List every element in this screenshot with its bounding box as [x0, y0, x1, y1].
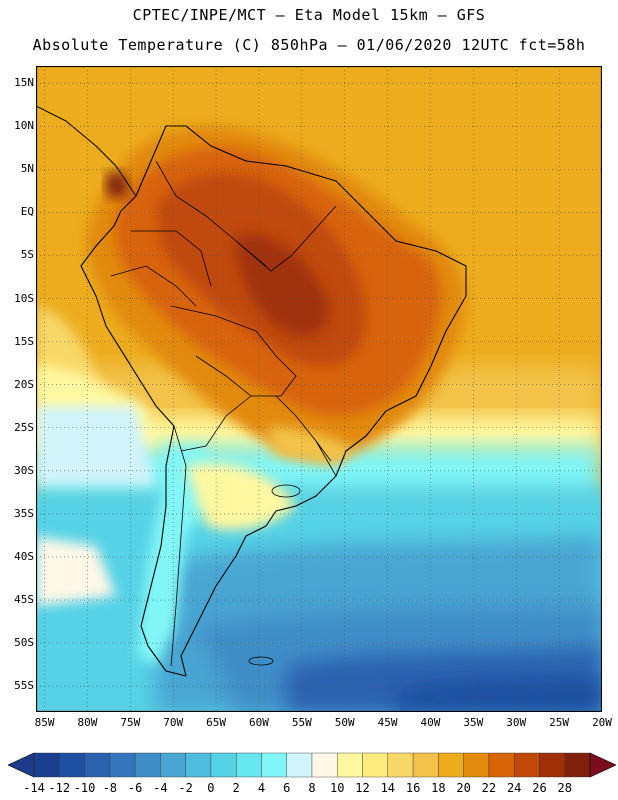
title-line-1: CPTEC/INPE/MCT – Eta Model 15km – GFS: [132, 6, 486, 24]
colorbar-tick-label: 6: [283, 781, 291, 795]
colorbar-segment: [59, 752, 85, 778]
central-america-coast: [36, 105, 137, 197]
lon-label: 60W: [249, 716, 269, 729]
colorbar-segment: [261, 752, 287, 778]
map-frame: [36, 66, 602, 712]
colorbar-tick-label: -10: [73, 781, 96, 795]
colorbar-tick-label: 20: [456, 781, 471, 795]
lon-label: 65W: [206, 716, 227, 729]
colorbar-segment: [412, 752, 439, 778]
colorbar-segment: [362, 752, 389, 778]
lon-label: 75W: [120, 716, 141, 729]
colorbar-tick-label: 12: [355, 781, 370, 795]
colorbar-segment: [387, 752, 414, 778]
lat-label: 10S: [14, 291, 34, 305]
colorbar-tick-label: 16: [405, 781, 421, 795]
colorbar-tick-label: 26: [532, 781, 547, 795]
lat-label: 35S: [14, 506, 34, 520]
colorbar-segment: [235, 752, 262, 778]
colorbar-segment: [539, 752, 565, 778]
colorbar-tick-label: -2: [178, 781, 193, 795]
lon-label: 45W: [377, 716, 398, 729]
lon-label: 25W: [549, 716, 570, 729]
colorbar-segment: [337, 752, 363, 778]
lat-label: 40S: [14, 549, 34, 563]
colorbar-segment: [109, 752, 136, 778]
colorbar-tick-label: 24: [506, 781, 522, 795]
lon-label: 40W: [420, 716, 441, 729]
lon-label: 55W: [291, 716, 312, 729]
colorbar-segment: [134, 752, 161, 778]
lon-label: 50W: [334, 716, 355, 729]
lat-label: 55S: [14, 679, 34, 693]
lon-label: 80W: [77, 716, 98, 729]
lat-label: 15N: [14, 76, 34, 90]
colorbar-tick-label: -8: [102, 781, 118, 795]
colorbar-tick-label: -14: [23, 781, 45, 795]
lat-label: 50S: [14, 636, 34, 650]
colorbar-under-arrow: [8, 752, 35, 778]
colorbar-tick-label: 2: [232, 781, 240, 795]
lat-label: 30S: [14, 463, 34, 477]
colorbar-segment: [286, 752, 313, 778]
lon-label: 70W: [163, 716, 184, 729]
colorbar-tick-label: 28: [557, 781, 572, 795]
colorbar-tick-label: 10: [330, 781, 345, 795]
colorbar-over-arrow: [589, 752, 616, 778]
temperature-map: [36, 66, 602, 712]
colorbar-tick-label: 8: [308, 781, 316, 795]
colorbar-tick-label: -12: [48, 781, 71, 795]
lat-label: 10N: [14, 119, 34, 133]
colorbar-segment: [160, 752, 186, 778]
colorbar-segment: [33, 752, 60, 778]
lat-label: 15S: [14, 334, 34, 348]
colorbar-segment: [438, 752, 464, 778]
colorbar-segment: [463, 752, 490, 778]
colorbar-segment: [311, 752, 338, 778]
colorbar-segment: [84, 752, 111, 778]
colorbar-segment: [564, 752, 591, 778]
colorbar: [8, 752, 616, 778]
colorbar-tick-label: -4: [153, 781, 168, 795]
estuary: [271, 484, 301, 498]
colorbar-segment: [185, 752, 212, 778]
colorbar-segment: [513, 752, 540, 778]
colorbar-tick-label: 0: [207, 781, 215, 795]
lat-label: 20S: [14, 377, 34, 391]
colorbar-segment: [210, 752, 237, 778]
lat-label: 5S: [20, 248, 34, 262]
title-line-2: Absolute Temperature (C) 850hPa – 01/06/…: [32, 36, 586, 54]
colorbar-tick-label: 22: [481, 781, 497, 795]
lat-label: 45S: [14, 593, 34, 607]
coastline: [80, 125, 467, 677]
falkland-islands: [248, 656, 274, 666]
colorbar-tick-label: 4: [257, 781, 266, 795]
lat-label: 5N: [20, 162, 34, 176]
lat-label: EQ: [20, 205, 34, 219]
lon-label: 30W: [506, 716, 527, 729]
colorbar-tick-label: -6: [127, 781, 143, 795]
colorbar-tick-label: 14: [380, 781, 396, 795]
lat-label: 25S: [14, 420, 34, 434]
lon-label: 20W: [592, 716, 612, 729]
country-borders: [110, 160, 337, 667]
colorbar-tick-label: 18: [431, 781, 446, 795]
lon-label: 35W: [463, 716, 484, 729]
lon-label: 85W: [34, 716, 55, 729]
colorbar-segment: [488, 752, 515, 778]
